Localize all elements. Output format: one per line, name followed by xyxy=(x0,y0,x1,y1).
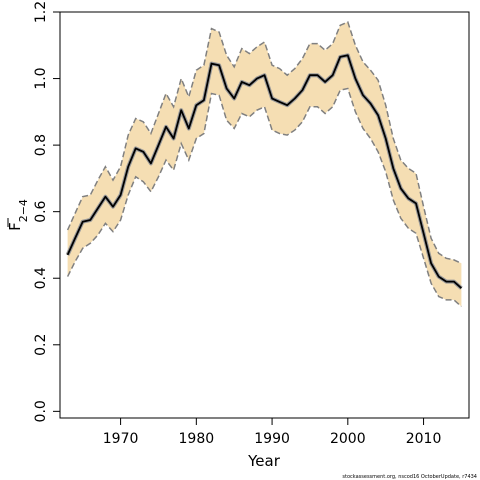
x-tick-label: 2000 xyxy=(330,431,366,447)
y-tick-label: 0.6 xyxy=(33,200,49,222)
y-tick-label: 0.8 xyxy=(33,134,49,156)
credit-text: stockassessment.org, nscod16 OctoberUpda… xyxy=(342,474,477,480)
y-tick-label: 1.0 xyxy=(33,67,49,89)
y-axis: 0.0 0.2 0.4 0.6 0.8 1.0 1.2 xyxy=(33,1,60,422)
x-axis-title: Year xyxy=(247,452,281,470)
x-tick-label: 1970 xyxy=(103,431,139,447)
y-tick-label: 0.2 xyxy=(33,334,49,356)
x-tick-label: 1980 xyxy=(179,431,215,447)
confidence-band-layer xyxy=(67,22,462,307)
y-tick-label: 0.4 xyxy=(33,267,49,289)
series-line-layer xyxy=(65,20,463,308)
estimate-line xyxy=(66,54,462,289)
x-axis: 1970 1980 1990 2000 2010 xyxy=(103,417,442,447)
y-axis-title-subscript: 2−4 xyxy=(17,199,30,222)
svg-text:F2−4: F2−4 xyxy=(6,199,30,231)
y-axis-title: F2−4 xyxy=(6,199,30,231)
confidence-band xyxy=(67,22,462,307)
x-tick-label: 2010 xyxy=(406,431,442,447)
y-axis-title-main: F xyxy=(6,222,24,231)
lower-bound-line xyxy=(66,87,462,308)
y-tick-label: 1.2 xyxy=(33,1,49,23)
y-tick-label: 0.0 xyxy=(33,400,49,422)
x-tick-label: 1990 xyxy=(254,431,290,447)
